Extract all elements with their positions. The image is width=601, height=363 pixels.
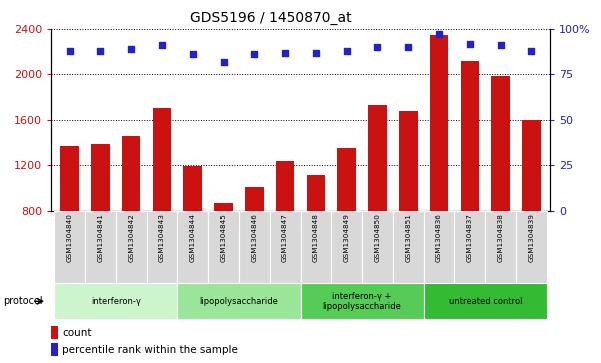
Bar	[460, 61, 479, 301]
Bar	[54, 211, 85, 283]
Text: interferon-γ +
lipopolysaccharide: interferon-γ + lipopolysaccharide	[323, 291, 401, 311]
Bar	[239, 211, 270, 283]
Bar	[208, 211, 239, 283]
Text: count: count	[62, 327, 91, 338]
Text: GSM1304843: GSM1304843	[159, 213, 165, 262]
Point	[280, 50, 290, 56]
Text: GSM1304849: GSM1304849	[344, 213, 350, 262]
Bar	[454, 211, 485, 283]
Text: GSM1304838: GSM1304838	[498, 213, 504, 262]
Bar	[522, 120, 541, 301]
Bar	[516, 211, 547, 283]
Bar	[300, 211, 331, 283]
Text: untreated control: untreated control	[448, 297, 522, 306]
Bar	[399, 111, 418, 301]
Bar	[85, 211, 116, 283]
Text: GDS5196 / 1450870_at: GDS5196 / 1450870_at	[190, 11, 351, 25]
Point	[96, 48, 105, 54]
Bar	[300, 283, 424, 319]
Bar	[424, 211, 454, 283]
Bar	[485, 211, 516, 283]
Bar	[51, 326, 58, 339]
Text: GSM1304837: GSM1304837	[467, 213, 473, 262]
Bar	[368, 105, 386, 301]
Text: GSM1304851: GSM1304851	[405, 213, 411, 262]
Text: GSM1304847: GSM1304847	[282, 213, 288, 262]
Text: lipopolysaccharide: lipopolysaccharide	[200, 297, 278, 306]
Point	[403, 44, 413, 50]
Bar	[153, 109, 171, 301]
Point	[157, 42, 166, 48]
Bar	[91, 144, 109, 301]
Bar	[177, 283, 300, 319]
Bar	[122, 136, 141, 301]
Bar	[393, 211, 424, 283]
Text: GSM1304848: GSM1304848	[313, 213, 319, 262]
Bar	[60, 146, 79, 301]
Bar	[51, 343, 58, 356]
Bar	[307, 175, 325, 301]
Text: GSM1304841: GSM1304841	[97, 213, 103, 262]
Bar	[147, 211, 177, 283]
Point	[219, 59, 228, 65]
Bar	[430, 35, 448, 301]
Point	[188, 52, 198, 57]
Bar	[270, 211, 300, 283]
Bar	[215, 203, 233, 301]
Text: GSM1304836: GSM1304836	[436, 213, 442, 262]
Bar	[362, 211, 393, 283]
Point	[126, 46, 136, 52]
Text: GSM1304844: GSM1304844	[190, 213, 196, 262]
Text: GSM1304850: GSM1304850	[374, 213, 380, 262]
Text: interferon-γ: interferon-γ	[91, 297, 141, 306]
Text: GSM1304840: GSM1304840	[67, 213, 73, 262]
Point	[526, 48, 536, 54]
Text: GSM1304842: GSM1304842	[128, 213, 134, 262]
Bar	[116, 211, 147, 283]
Point	[342, 48, 352, 54]
Point	[249, 52, 259, 57]
Bar	[183, 166, 202, 301]
Bar	[492, 76, 510, 301]
Bar	[245, 187, 264, 301]
Bar	[276, 160, 294, 301]
Point	[65, 48, 75, 54]
Text: GSM1304839: GSM1304839	[528, 213, 534, 262]
Bar	[177, 211, 208, 283]
Text: GSM1304846: GSM1304846	[251, 213, 257, 262]
Point	[465, 41, 475, 46]
Point	[373, 44, 382, 50]
Text: protocol: protocol	[3, 296, 43, 306]
Text: percentile rank within the sample: percentile rank within the sample	[62, 344, 238, 355]
Point	[496, 42, 505, 48]
Bar	[54, 283, 177, 319]
Bar	[337, 148, 356, 301]
Point	[435, 32, 444, 37]
Text: GSM1304845: GSM1304845	[221, 213, 227, 262]
Bar	[424, 283, 547, 319]
Point	[311, 50, 321, 56]
Bar	[331, 211, 362, 283]
